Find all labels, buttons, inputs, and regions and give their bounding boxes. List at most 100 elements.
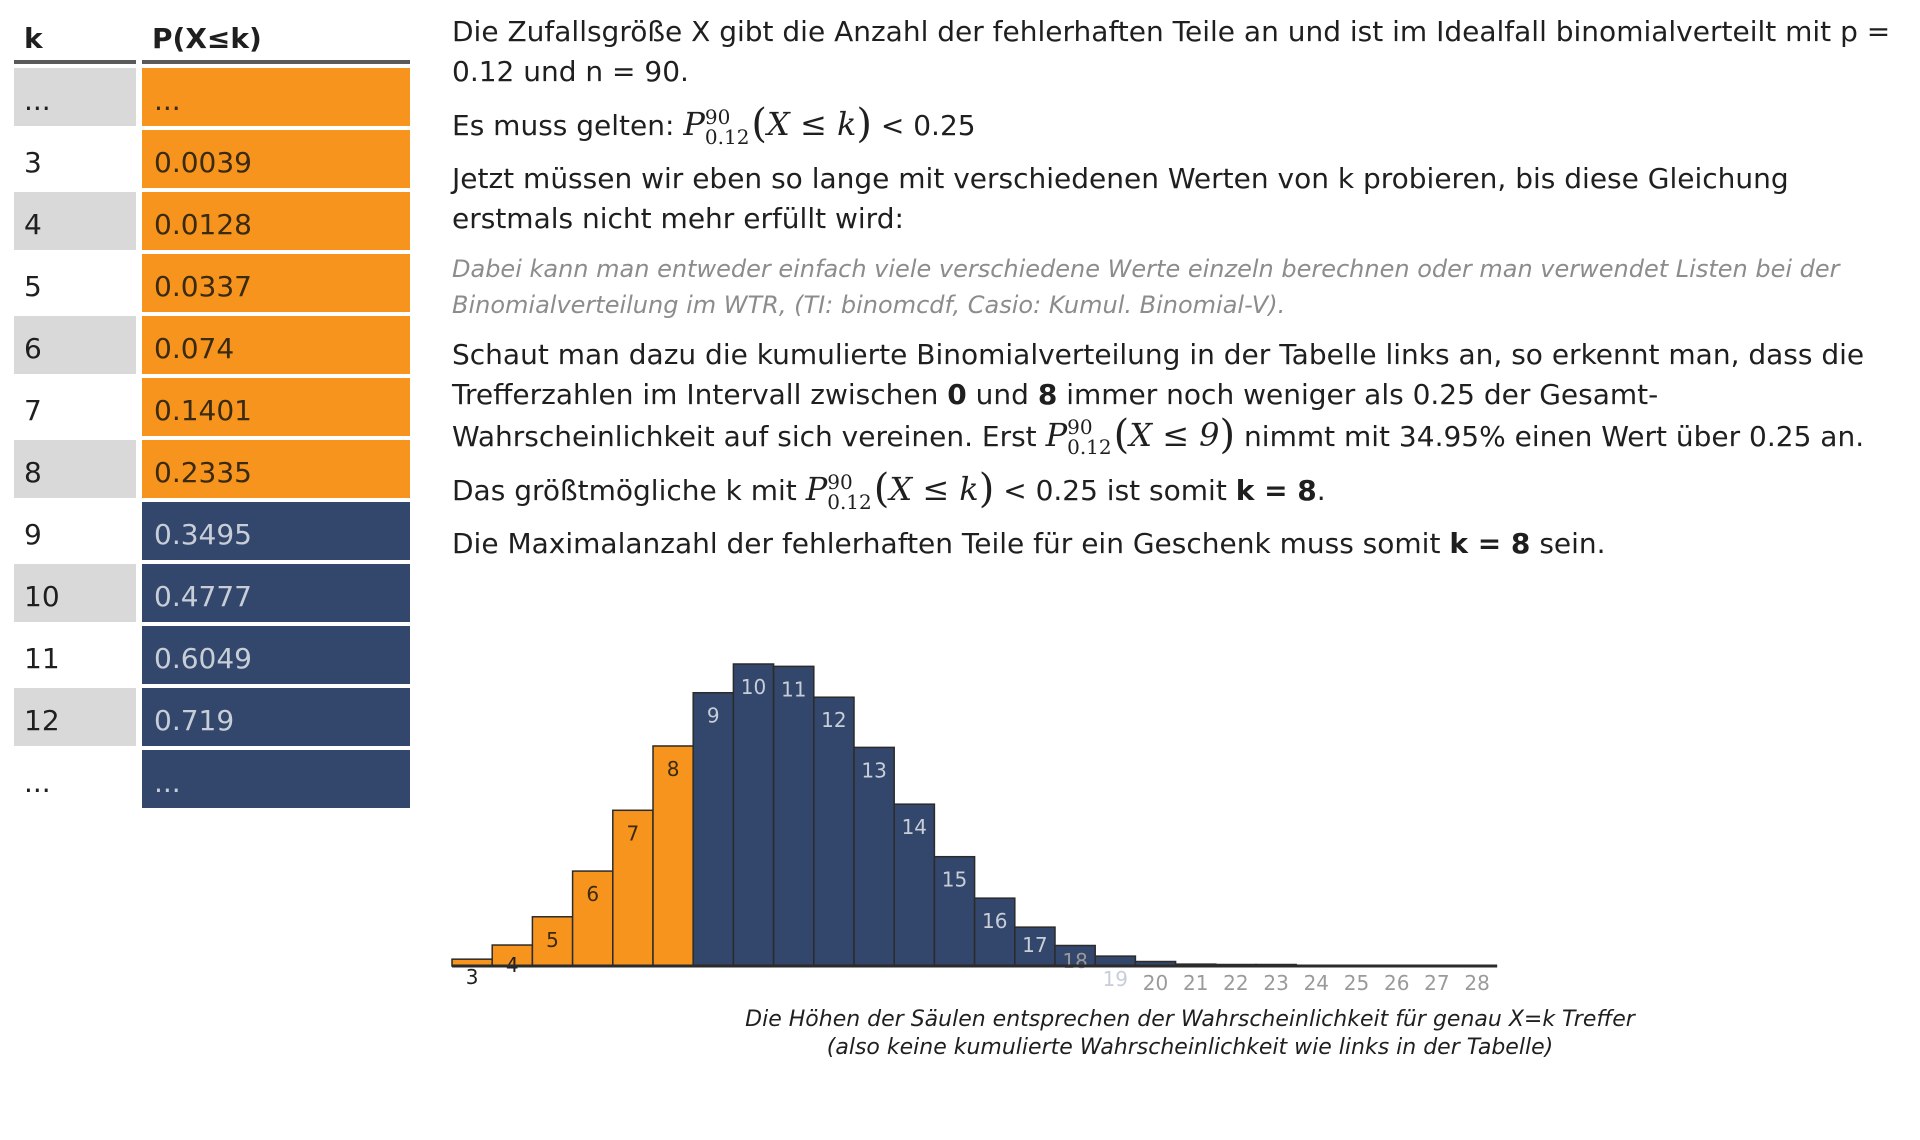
binomial-histogram: 3456789101112131415161718192021222324252… (451, 663, 1498, 995)
table-row: 11 0.6049 (14, 626, 410, 684)
intro-paragraph: Die Zufallsgröße X gibt die Anzahl der f… (452, 15, 1891, 88)
calculator-note: Dabei kann man entweder einfach viele ve… (452, 254, 1840, 319)
math-sub: 0.12 (827, 489, 872, 514)
chart-caption: Die Höhen der Säulen entsprechen der Wah… (540, 1006, 1840, 1062)
math-sub: 0.12 (704, 124, 750, 149)
histogram-bar (692, 691, 735, 967)
explanation-text: Die Zufallsgröße X gibt die Anzahl der f… (452, 12, 1912, 576)
table-row: 7 0.1401 (14, 378, 410, 436)
bar-label: 17 (1022, 933, 1047, 957)
cell-probability: ... (142, 68, 410, 126)
p4-text-f: nimmt mit 34.95% einen Wert über 0.25 an… (1244, 419, 1865, 453)
trial-paragraph: Jetzt müssen wir eben so lange mit versc… (452, 161, 1789, 235)
bar-label: 13 (861, 758, 886, 782)
math-inner: X ≤ k (767, 105, 857, 143)
p4-eight: 8 (1037, 377, 1058, 411)
table-row: 12 0.719 (14, 688, 410, 746)
bar-label: 12 (821, 708, 846, 732)
header-probability: P(X≤k) (142, 18, 410, 64)
histogram-bar (772, 665, 815, 967)
table-row: 10 0.4777 (14, 564, 410, 622)
table-row: ...... (14, 68, 410, 126)
p6-text-c: sein. (1539, 526, 1606, 560)
table-header: k P(X≤k) (14, 18, 410, 64)
caption-line-1: Die Höhen der Säulen entsprechen der Wah… (745, 1007, 1635, 1032)
bar-label: 18 (1062, 949, 1087, 973)
histogram-bar (853, 746, 895, 967)
bar-label: 19 (1103, 967, 1128, 991)
cell-probability: 0.1401 (142, 378, 410, 436)
math-p: P (805, 470, 828, 508)
bar-label: 5 (546, 928, 559, 952)
bar-label: 25 (1344, 971, 1369, 995)
histogram-bar (933, 855, 976, 967)
math-sup: 90 (827, 469, 853, 494)
bar-label: 27 (1424, 971, 1449, 995)
math-inner: X ≤ 9 (1129, 415, 1220, 454)
table-row: 4 0.0128 (14, 192, 410, 250)
caption-line-2: (also keine kumulierte Wahrscheinlichkei… (826, 1035, 1554, 1060)
math-close-paren: ) (1219, 411, 1236, 458)
math-inner: X ≤ k (889, 470, 979, 508)
cell-k: 4 (14, 192, 136, 250)
p6-k-value: k = 8 (1449, 526, 1531, 560)
math-open-paren: ( (873, 466, 890, 512)
binomial-cdf-formula-result: P 90 0.12 (X ≤ k) (805, 469, 995, 512)
math-p: P (1045, 415, 1068, 454)
cell-probability: 0.6049 (142, 626, 410, 684)
condition-suffix: < 0.25 (880, 109, 976, 142)
bar-label: 6 (586, 882, 599, 906)
header-k: k (14, 18, 136, 64)
cell-probability: 0.3495 (142, 502, 410, 560)
math-sub: 0.12 (1067, 435, 1112, 459)
p4-text-e: immer noch weniger als 0.25 der Gesamt-W… (452, 377, 1659, 453)
p5-text-a: Das größtmögliche k mit (452, 474, 797, 507)
binomial-cdf-formula: P 90 0.12 (X ≤ k) (683, 104, 872, 147)
table-row: 3 0.0039 (14, 130, 410, 188)
table-row: 9 0.3495 (14, 502, 410, 560)
bar-label: 10 (741, 675, 766, 699)
bar-label: 21 (1183, 971, 1208, 995)
bar-label: 20 (1143, 971, 1168, 995)
p4-text-c: und (975, 377, 1029, 411)
cell-k: ... (24, 766, 51, 799)
math-sup: 90 (1067, 415, 1093, 439)
cell-k: ... (14, 68, 136, 126)
table-body: ...... 3 0.0039 4 0.0128 5 0.0337 6 0.074 7 0.1401… (14, 68, 410, 808)
p5-k-value: k = 8 (1235, 474, 1317, 507)
conclusion-paragraph: Die Maximalanzahl der fehlerhaften Teile… (452, 524, 1912, 564)
math-supsub: 90 0.12 (705, 107, 750, 147)
cell-k: 12 (14, 688, 136, 746)
math-open-paren: ( (751, 101, 768, 147)
histogram-bar (813, 696, 855, 967)
bar-label: 26 (1384, 971, 1409, 995)
bar-label: 23 (1263, 971, 1288, 995)
cell-k: 9 (24, 518, 42, 551)
bar-label: 3 (466, 965, 479, 989)
math-close-paren: ) (978, 466, 995, 512)
histogram-bar (893, 803, 936, 967)
math-supsub: 90 0.12 (1067, 417, 1112, 457)
cell-probability: 0.074 (142, 316, 410, 374)
bar-label: 14 (902, 815, 927, 839)
bar-label: 22 (1223, 971, 1248, 995)
cell-k: 3 (24, 146, 42, 179)
bar-label: 28 (1464, 971, 1489, 995)
math-open-paren: ( (1113, 411, 1130, 458)
condition-prefix: Es muss gelten: (452, 109, 675, 142)
cell-probability: 0.0337 (142, 254, 410, 312)
p6-text-a: Die Maximalanzahl der fehlerhaften Teile… (452, 526, 1441, 560)
cell-probability: 0.2335 (142, 440, 410, 498)
cell-k: 5 (24, 270, 42, 303)
bar-label: 9 (707, 704, 720, 728)
math-sup: 90 (704, 104, 731, 129)
p5-period: . (1316, 474, 1326, 507)
histogram-bar (732, 663, 775, 967)
table-row: 6 0.074 (14, 316, 410, 374)
bar-label: 15 (942, 868, 967, 892)
condition-paragraph: Es muss gelten: P 90 0.12 (X ≤ k) < 0.25 (452, 104, 1912, 147)
cumulative-probability-table: k P(X≤k) ...... 3 0.0039 4 0.0128 5 0.0337 6 0.0… (14, 18, 410, 808)
table-row: 8 0.2335 (14, 440, 410, 498)
table-reading-paragraph: Schaut man dazu die kumulierte Binomialv… (452, 335, 1912, 458)
bar-label: 24 (1304, 971, 1329, 995)
